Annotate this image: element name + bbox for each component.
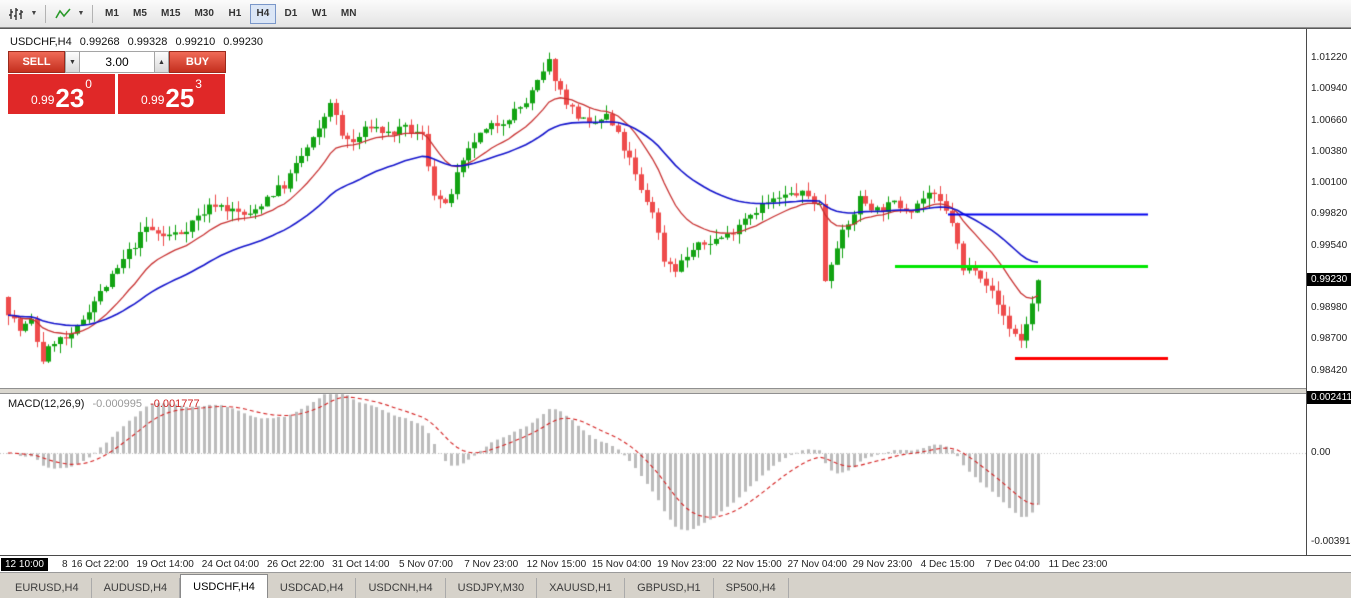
high-value: 0.99328 <box>127 36 168 48</box>
sell-price-point: 0 <box>85 77 92 91</box>
symbol-tab-GBPUSD-H1[interactable]: GBPUSD,H1 <box>625 578 714 598</box>
time-axis-label: 4 Dec 15:00 <box>920 559 975 570</box>
macd-zero-label: 0.00 <box>1311 447 1331 458</box>
timeframe-button-M5[interactable]: M5 <box>127 4 153 24</box>
time-axis-label: 16 Oct 22:00 <box>71 559 129 570</box>
timeframe-button-M1[interactable]: M1 <box>99 4 125 24</box>
chart-canvas[interactable] <box>0 34 1306 555</box>
time-axis-label: 26 Oct 22:00 <box>266 559 325 570</box>
pane-splitter[interactable] <box>0 388 1306 394</box>
indicator-dropdown-caret[interactable]: ▼ <box>75 3 87 25</box>
price-scale-label: 1.00380 <box>1311 145 1348 157</box>
timeframe-button-M15[interactable]: M15 <box>155 4 186 24</box>
macd-value-marker: 0.002411 <box>1307 391 1351 404</box>
timeframe-button-W1[interactable]: W1 <box>306 4 333 24</box>
symbol-tab-SP500-H4[interactable]: SP500,H4 <box>714 578 789 598</box>
toolbar-separator <box>92 4 93 23</box>
open-value: 0.99268 <box>79 36 120 48</box>
price-scale-label: 0.98980 <box>1311 302 1348 314</box>
time-axis-boxed-label: 12 10:00 <box>1 558 48 571</box>
sell-price-pips: 23 <box>55 82 85 113</box>
time-axis-label: 27 Nov 04:00 <box>787 559 847 570</box>
timeframe-button-H4[interactable]: H4 <box>249 3 276 24</box>
price-scale-label: 0.98420 <box>1311 364 1348 376</box>
price-scale-label: 0.98700 <box>1311 333 1348 345</box>
buy-button[interactable]: BUY <box>169 51 226 73</box>
buy-price-base: 0.99 <box>141 93 165 107</box>
low-value: 0.99210 <box>175 36 216 48</box>
time-axis-label: 22 Nov 15:00 <box>722 559 782 570</box>
time-axis-first-label: 8 <box>62 559 68 570</box>
volume-input[interactable]: 3.00 <box>80 51 154 73</box>
time-axis-label: 19 Nov 23:00 <box>657 559 717 570</box>
time-axis-label: 7 Dec 04:00 <box>985 559 1040 570</box>
symbol-ohlc-header: USDCHF,H4 0.99268 0.99328 0.99210 0.9923… <box>10 36 268 48</box>
volume-increase-button[interactable]: ▲ <box>154 51 169 73</box>
chart-type-dropdown-caret[interactable]: ▼ <box>28 3 40 25</box>
chart-window: USDCHF,H4 0.99268 0.99328 0.99210 0.9923… <box>0 28 1351 573</box>
toolbar: ▼ ▼ M1 M5 M15 M30 H1 H4 D1 W1 MN <box>0 0 1351 28</box>
symbol-tab-USDCAD-H4[interactable]: USDCAD,H4 <box>268 578 357 598</box>
symbol-tab-AUDUSD-H4[interactable]: AUDUSD,H4 <box>92 578 181 598</box>
indicator-zigzag-icon[interactable] <box>51 3 75 25</box>
sell-price-quote[interactable]: 0.99 23 0 <box>8 74 115 114</box>
macd-main-value: -0.000995 <box>92 398 143 410</box>
time-axis-label: 15 Nov 04:00 <box>591 559 652 570</box>
symbol-tab-EURUSD-H4[interactable]: EURUSD,H4 <box>3 578 92 598</box>
timeframe-group: M1 M5 M15 M30 H1 H4 D1 W1 MN <box>98 3 363 24</box>
buy-price-pips: 25 <box>165 82 195 113</box>
chart-bars-icon[interactable] <box>4 3 28 25</box>
macd-header: MACD(12,26,9) -0.000995 -0.001777 <box>8 398 200 410</box>
price-scale-label: 0.99540 <box>1311 239 1348 251</box>
symbol-tab-XAUUSD-H1[interactable]: XAUUSD,H1 <box>537 578 626 598</box>
sell-button[interactable]: SELL <box>8 51 65 73</box>
buy-price-quote[interactable]: 0.99 25 3 <box>118 74 225 114</box>
symbol-tab-USDJPY-M30[interactable]: USDJPY,M30 <box>446 578 538 598</box>
trade-panel-prices: 0.99 23 0 0.99 25 3 <box>8 74 226 114</box>
timeframe-button-H1[interactable]: H1 <box>222 4 248 24</box>
timeframe-button-MN[interactable]: MN <box>335 4 363 24</box>
trade-panel-controls: SELL ▼ 3.00 ▲ BUY <box>8 51 226 73</box>
price-scale-label: 1.01220 <box>1311 52 1348 63</box>
price-scale: 0.99230 0.002411 0.00 -0.003913 1.01220 1… <box>1306 29 1351 555</box>
price-scale-label: 1.00100 <box>1311 177 1348 189</box>
time-axis-label: 7 Nov 23:00 <box>464 559 519 570</box>
symbol-tab-USDCHF-H4[interactable]: USDCHF,H4 <box>180 574 268 598</box>
symbol-label: USDCHF,H4 <box>10 36 72 48</box>
time-axis: 12 10:00 8 16 Oct 22:00 19 Oct 14:00 24 Oc… <box>0 555 1351 573</box>
price-scale-label: 1.00660 <box>1311 114 1348 126</box>
time-axis-label: 19 Oct 14:00 <box>136 559 194 570</box>
volume-decrease-button[interactable]: ▼ <box>65 51 80 73</box>
close-value: 0.99230 <box>223 36 264 48</box>
price-scale-label: 1.00940 <box>1311 83 1348 95</box>
time-axis-label: 29 Nov 23:00 <box>852 559 913 570</box>
time-axis-label: 31 Oct 14:00 <box>332 559 390 570</box>
time-axis-label: 5 Nov 07:00 <box>399 559 453 570</box>
toolbar-separator <box>45 4 46 23</box>
price-scale-label: 0.99820 <box>1311 208 1348 220</box>
buy-price-point: 3 <box>195 77 202 91</box>
symbol-tab-bar: EURUSD,H4 AUDUSD,H4 USDCHF,H4 USDCAD,H4 USDC… <box>0 572 1351 598</box>
timeframe-button-M30[interactable]: M30 <box>188 4 219 24</box>
time-axis-label: 12 Nov 15:00 <box>526 559 587 570</box>
macd-min-label: -0.003913 <box>1311 536 1351 547</box>
symbol-tab-USDCNH-H4[interactable]: USDCNH,H4 <box>356 578 446 598</box>
time-axis-label: 11 Dec 23:00 <box>1048 559 1108 570</box>
one-click-trading-panel: SELL ▼ 3.00 ▲ BUY 0.99 23 0 0.99 25 3 <box>8 51 226 114</box>
sell-price-base: 0.99 <box>31 93 55 107</box>
timeframe-button-D1[interactable]: D1 <box>278 4 304 24</box>
macd-title: MACD(12,26,9) <box>8 398 85 410</box>
time-axis-label: 24 Oct 04:00 <box>201 559 260 570</box>
current-price-marker: 0.99230 <box>1307 273 1351 287</box>
macd-signal-value: -0.001777 <box>150 398 200 410</box>
